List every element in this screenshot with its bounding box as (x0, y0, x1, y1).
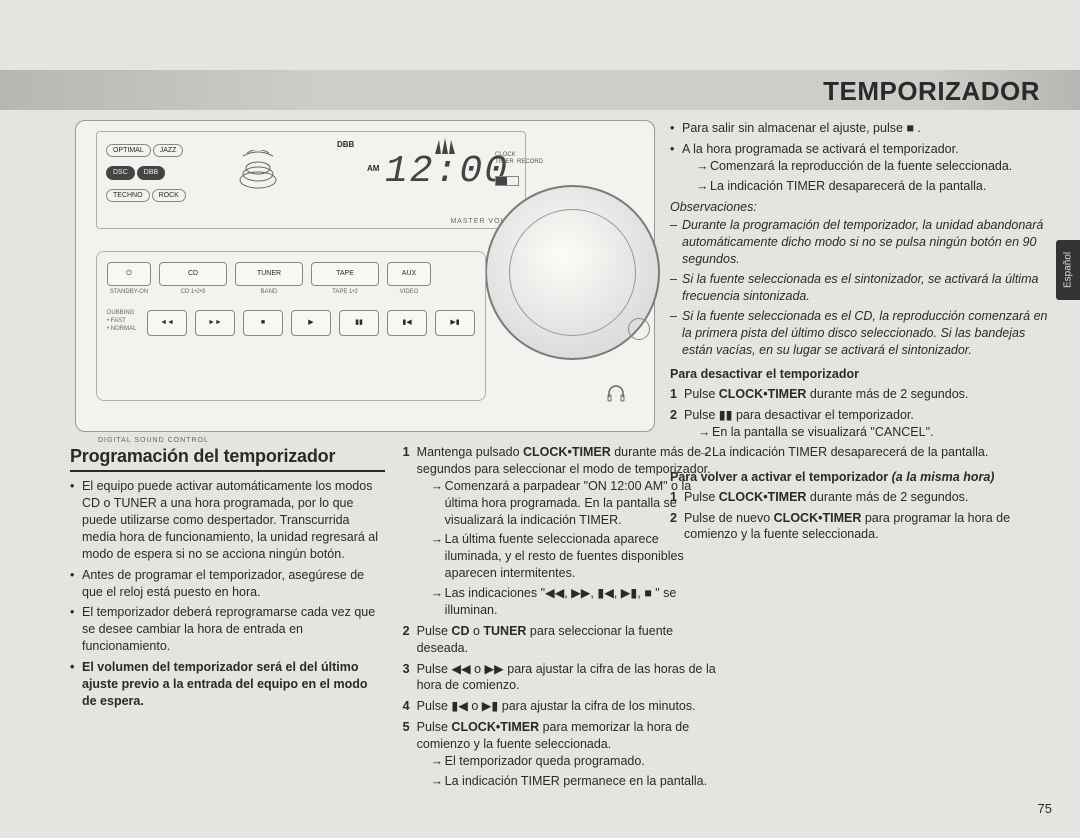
r-bullet-activate: A la hora programada se activará el temp… (670, 141, 1050, 195)
col-middle: Mantenga pulsado CLOCK•TIMER durante más… (403, 444, 718, 794)
next-button: ▶▮ (435, 310, 475, 336)
pill-rock: ROCK (152, 189, 186, 202)
video-label: VIDEO (400, 288, 419, 296)
col-right-spacer (735, 444, 1050, 794)
dbb-label: DBB (337, 140, 354, 151)
play-button: ▶ (291, 310, 331, 336)
cd123-label: CD 1•2•3 (181, 288, 206, 296)
r-arrow-2: La indicación TIMER desaparecerá de la p… (696, 178, 1050, 195)
rew-button: ◄◄ (147, 310, 187, 336)
chapter-title: TEMPORIZADOR (823, 74, 1040, 109)
obs-3: Si la fuente seleccionada es el CD, la r… (670, 308, 1050, 359)
record-indicator (495, 176, 519, 186)
pill-dbb: DBB (137, 166, 165, 179)
left-b4: El volumen del temporizador será el del … (70, 659, 385, 710)
r-bullet-exit: Para salir sin almacenar el ajuste, puls… (670, 120, 1050, 137)
left-b2: Antes de programar el temporizador, aseg… (70, 567, 385, 601)
deactivate-heading: Para desactivar el temporizador (670, 366, 1050, 383)
transport-row: ◄◄ ►► ■ ▶ ▮▮ ▮◀ ▶▮ (147, 310, 475, 336)
section-heading: Programación del temporizador (70, 444, 385, 472)
deact-arrow-1: En la pantalla se visualizará "CANCEL". (698, 424, 1050, 441)
power-button: ⏻ (107, 262, 151, 286)
band-label: BAND (261, 288, 278, 296)
volume-knob (485, 185, 660, 360)
header-band: TEMPORIZADOR (0, 70, 1080, 110)
step5-a2: La indicación TIMER permanece en la pant… (431, 773, 718, 790)
cd-button: CD (159, 262, 227, 286)
tape-button: TAPE (311, 262, 379, 286)
prev-button: ▮◀ (387, 310, 427, 336)
pill-techno: TECHNO (106, 189, 150, 202)
disc-changer-icon (237, 150, 279, 192)
am-label: AM (367, 164, 379, 175)
observaciones-label: Observaciones: (670, 199, 1050, 216)
step-1: Mantenga pulsado CLOCK•TIMER durante más… (403, 444, 718, 619)
stop-button: ■ (243, 310, 283, 336)
step5-a1: El temporizador queda programado. (431, 753, 718, 770)
step1-a1: Comenzará a parpadear "ON 12:00 AM" o la… (431, 478, 718, 529)
ff-button: ►► (195, 310, 235, 336)
step1-a3: Las indicaciones "◀◀, ▶▶, ▮◀, ▶▮, ■ " se… (431, 585, 718, 619)
obs-2: Si la fuente seleccionada es el sintoniz… (670, 271, 1050, 305)
language-tab: Español (1056, 240, 1080, 300)
dubbing-labels: DUBBING • FAST • NORMAL (107, 310, 139, 333)
left-b1: El equipo puede activar automáticamente … (70, 478, 385, 562)
aux-button: AUX (387, 262, 431, 286)
step-2: Pulse CD o TUNER para seleccionar la fue… (403, 623, 718, 657)
standby-label: STANDBY-ON (110, 288, 148, 296)
col-left: Programación del temporizador El equipo … (70, 444, 385, 794)
deact-step-1: Pulse CLOCK•TIMER durante más de 2 segun… (670, 386, 1050, 403)
left-b3: El temporizador deberá reprogramarse cad… (70, 604, 385, 655)
source-row: ⏻ STANDBY-ON CD CD 1•2•3 TUNER BAND TAPE… (107, 262, 475, 296)
clock-display: 12:00 (385, 146, 509, 197)
pill-jazz: JAZZ (153, 144, 184, 157)
clock-timer-labels: CLOCKTIMER RECORD (495, 152, 543, 165)
button-panel: ⏻ STANDBY-ON CD CD 1•2•3 TUNER BAND TAPE… (96, 251, 486, 401)
obs-1: Durante la programación del temporizador… (670, 217, 1050, 268)
step-4: Pulse ▮◀ o ▶▮ para ajustar la cifra de l… (403, 698, 718, 715)
r-arrow-1: Comenzará la reproducción de la fuente s… (696, 158, 1050, 175)
display-area: OPTIMALJAZZ DSCDBB TECHNOROCK DBB AM 12:… (96, 131, 526, 229)
pause-button: ▮▮ (339, 310, 379, 336)
headphone-icon (606, 383, 626, 403)
lower-columns: Programación del temporizador El equipo … (70, 444, 1050, 818)
page-number: 75 (1038, 800, 1052, 818)
step-5: Pulse CLOCK•TIMER para memorizar la hora… (403, 719, 718, 790)
pill-dsc: DSC (106, 166, 135, 179)
tuner-button: TUNER (235, 262, 303, 286)
dsc-cluster: OPTIMALJAZZ DSCDBB TECHNOROCK (105, 140, 215, 220)
pill-optimal: OPTIMAL (106, 144, 151, 157)
step1-a2: La última fuente seleccionada aparece il… (431, 531, 718, 582)
stereo-illustration: OPTIMALJAZZ DSCDBB TECHNOROCK DBB AM 12:… (75, 120, 655, 432)
step-3: Pulse ◀◀ o ▶▶ para ajustar la cifra de l… (403, 661, 718, 695)
tape12-label: TAPE 1•2 (332, 288, 358, 296)
